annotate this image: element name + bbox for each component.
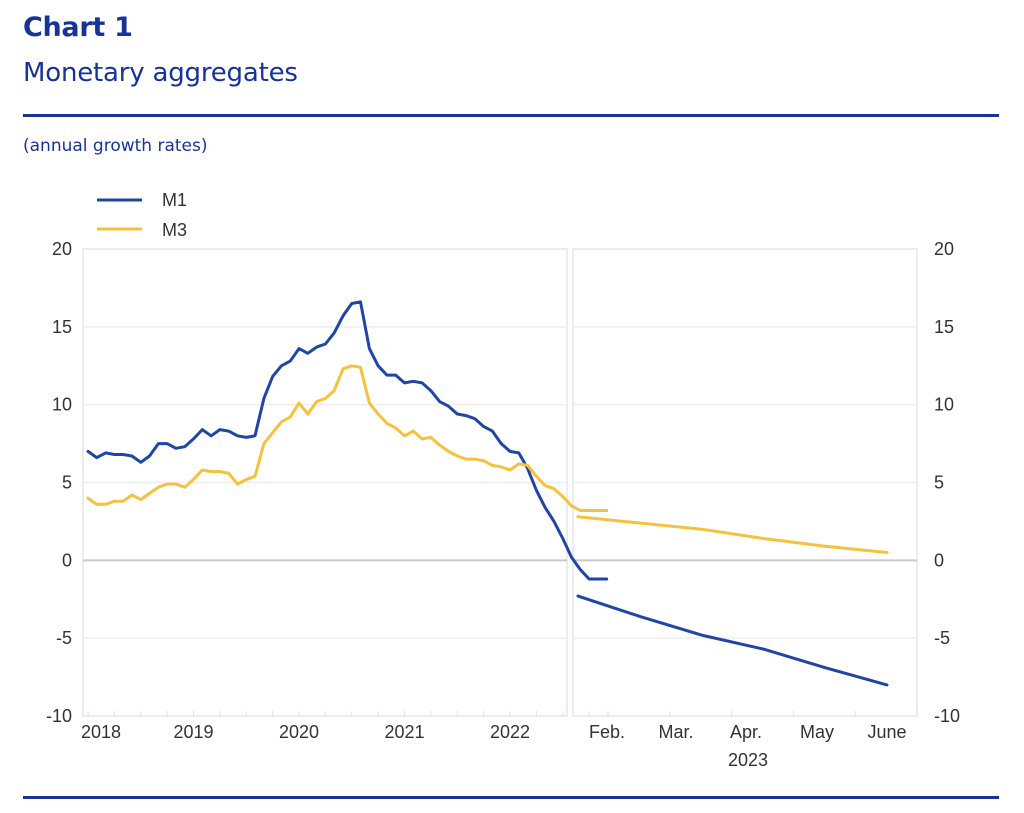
y-tick-label-right: 10	[934, 395, 954, 415]
header-divider	[23, 114, 999, 117]
series-line-m1-historical	[86, 300, 609, 581]
x-tick-label-month: June	[867, 722, 906, 742]
y-tick-label-left: 20	[52, 239, 72, 259]
legend-label-m1: M1	[162, 190, 187, 210]
legend: M1 M3	[97, 190, 187, 240]
chart-subtitle: (annual growth rates)	[23, 136, 208, 156]
x-tick-label-year: 2019	[173, 722, 213, 742]
series-line-m3-2023	[576, 515, 889, 554]
y-tick-label-right: -10	[934, 706, 960, 726]
y-tick-label-left: -5	[56, 628, 72, 648]
legend-label-m3: M3	[162, 220, 187, 240]
series-line-m3-historical	[86, 364, 609, 512]
series-line-m1-2023	[576, 594, 889, 687]
y-tick-label-left: 10	[52, 395, 72, 415]
y-tick-label-left: 5	[62, 473, 72, 493]
y-tick-label-right: 5	[934, 473, 944, 493]
y-tick-label-right: -5	[934, 628, 950, 648]
x-tick-label-year: 2020	[279, 722, 319, 742]
chart-number: Chart 1	[23, 12, 133, 43]
y-tick-label-left: 0	[62, 550, 72, 570]
x-tick-label-year: 2018	[81, 722, 121, 742]
y-tick-label-right: 0	[934, 550, 944, 570]
y-tick-label-left: -10	[46, 706, 72, 726]
x-axis-year-label: 2023	[728, 750, 768, 770]
x-tick-label-year: 2022	[490, 722, 530, 742]
chart-title: Monetary aggregates	[23, 58, 298, 88]
x-tick-label-month: Mar.	[658, 722, 693, 742]
y-tick-label-left: 15	[52, 317, 72, 337]
x-tick-label-month: Apr.	[730, 722, 762, 742]
x-tick-label-year: 2021	[384, 722, 424, 742]
y-tick-label-right: 15	[934, 317, 954, 337]
x-tick-label-month: May	[800, 722, 834, 742]
y-tick-label-right: 20	[934, 239, 954, 259]
footer-divider	[23, 796, 999, 799]
x-tick-label-month: Feb.	[589, 722, 625, 742]
